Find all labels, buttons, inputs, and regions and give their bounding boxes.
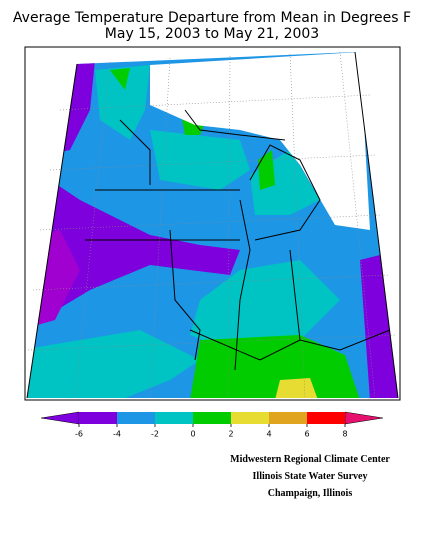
credit-line: Champaign, Illinois [268,488,353,499]
colorbar-tick-label: 0 [190,430,195,439]
colorbar-bin [79,412,117,424]
colorbar-bin [155,412,193,424]
colorbar-bin [269,412,307,424]
title: Average Temperature Departure from Mean … [13,10,411,26]
colorbar-bin [231,412,269,424]
colorbar-tick-label: -4 [113,430,121,439]
map [24,46,401,401]
colorbar-tick-label: 8 [342,430,347,439]
colorbar-tick-label: 4 [266,430,271,439]
colorbar-bin [307,412,345,424]
colorbar-tick-label: 6 [304,430,309,439]
colorbar-bin [117,412,155,424]
credit-line: Illinois State Water Survey [253,471,368,482]
temperature-field [27,52,398,398]
colorbar-over [344,411,384,425]
subtitle: May 15, 2003 to May 21, 2003 [105,26,319,42]
colorbar-bin [193,412,231,424]
colorbar-tick-label: -2 [151,430,159,439]
colorbar: -6 -4 -2 0 2 4 6 8 [40,411,384,439]
colorbar-tick-label: 2 [228,430,233,439]
colorbar-under [40,411,80,425]
colorbar-tick-label: -6 [75,430,83,439]
credit-line: Midwestern Regional Climate Center [230,454,390,465]
